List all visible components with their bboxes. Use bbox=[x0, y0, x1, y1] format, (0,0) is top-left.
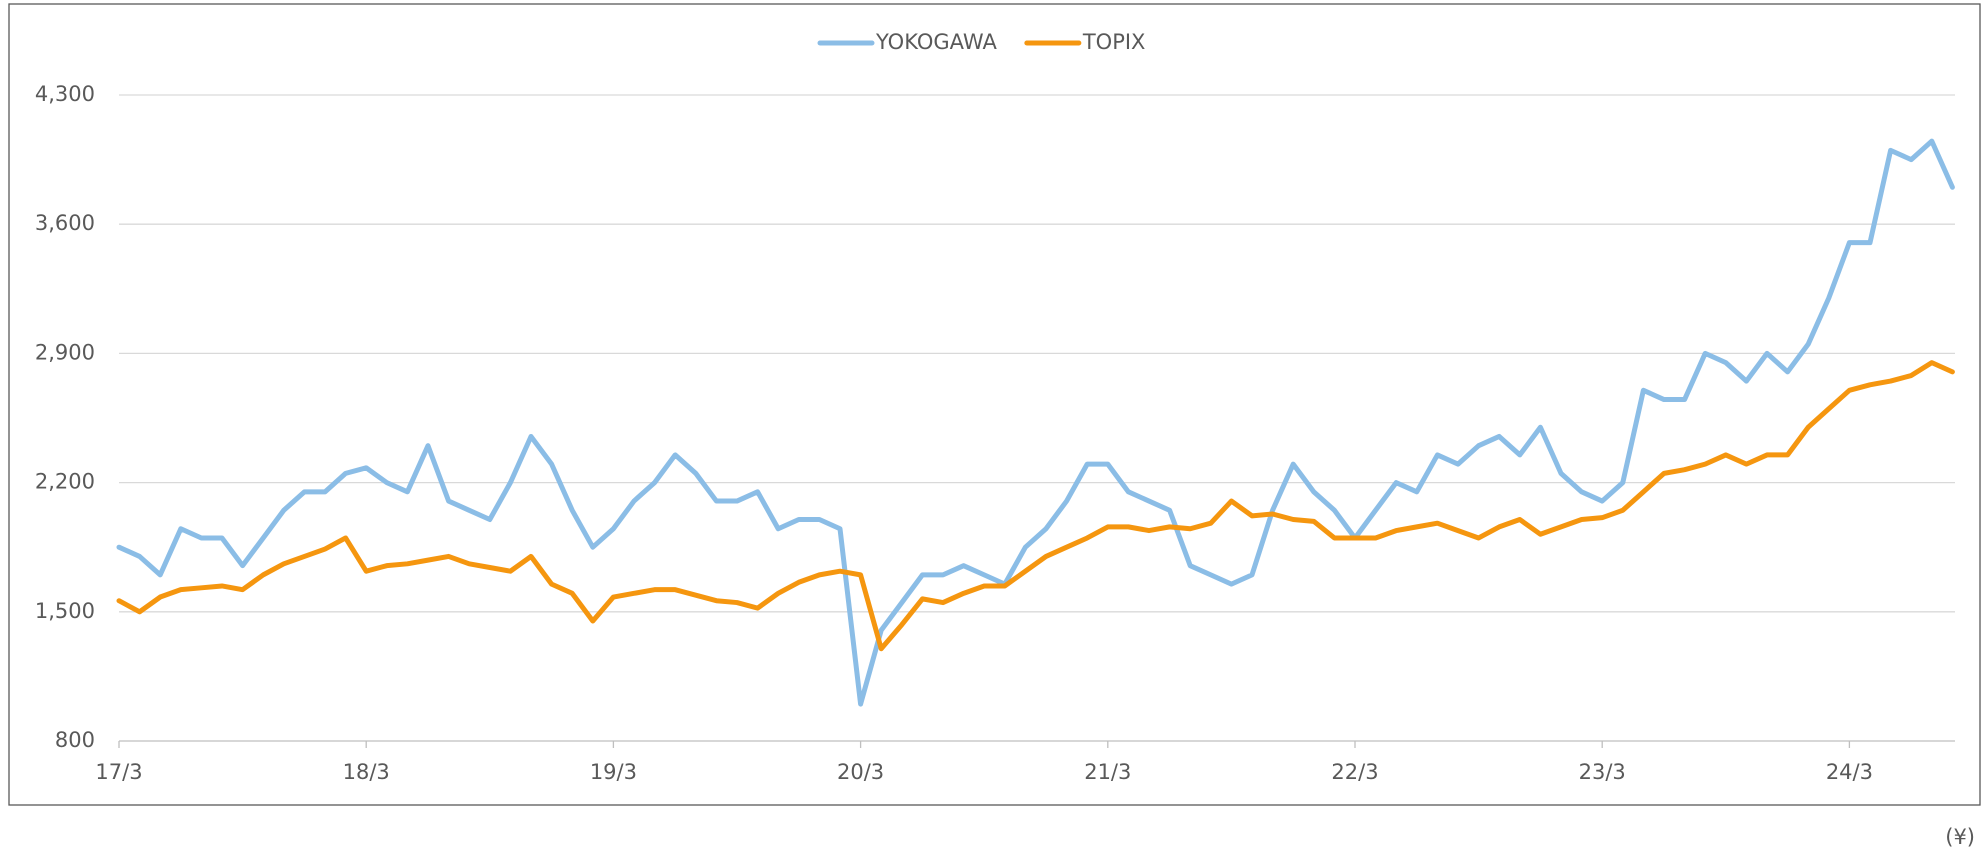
series-line bbox=[116, 138, 1955, 707]
unit-note: (¥) bbox=[1945, 825, 1975, 849]
y-tick-label: 4,300 bbox=[35, 82, 95, 106]
y-tick-label: 3,600 bbox=[35, 211, 95, 235]
series-line bbox=[116, 360, 1955, 652]
y-tick-label: 800 bbox=[55, 728, 95, 752]
legend-label: TOPIX bbox=[1082, 30, 1146, 54]
x-tick-label: 24/3 bbox=[1826, 760, 1873, 784]
x-tick-label: 19/3 bbox=[590, 760, 637, 784]
legend-label: YOKOGAWA bbox=[875, 30, 997, 54]
x-tick-label: 22/3 bbox=[1331, 760, 1378, 784]
x-tick-label: 17/3 bbox=[95, 760, 142, 784]
chart-frame bbox=[8, 3, 1981, 806]
y-tick-label: 2,900 bbox=[35, 340, 95, 364]
x-tick-label: 21/3 bbox=[1084, 760, 1131, 784]
y-tick-label: 2,200 bbox=[35, 470, 95, 494]
x-tick-label: 18/3 bbox=[343, 760, 390, 784]
y-tick-label: 1,500 bbox=[35, 599, 95, 623]
x-tick-label: 20/3 bbox=[837, 760, 884, 784]
x-tick-label: 23/3 bbox=[1579, 760, 1626, 784]
